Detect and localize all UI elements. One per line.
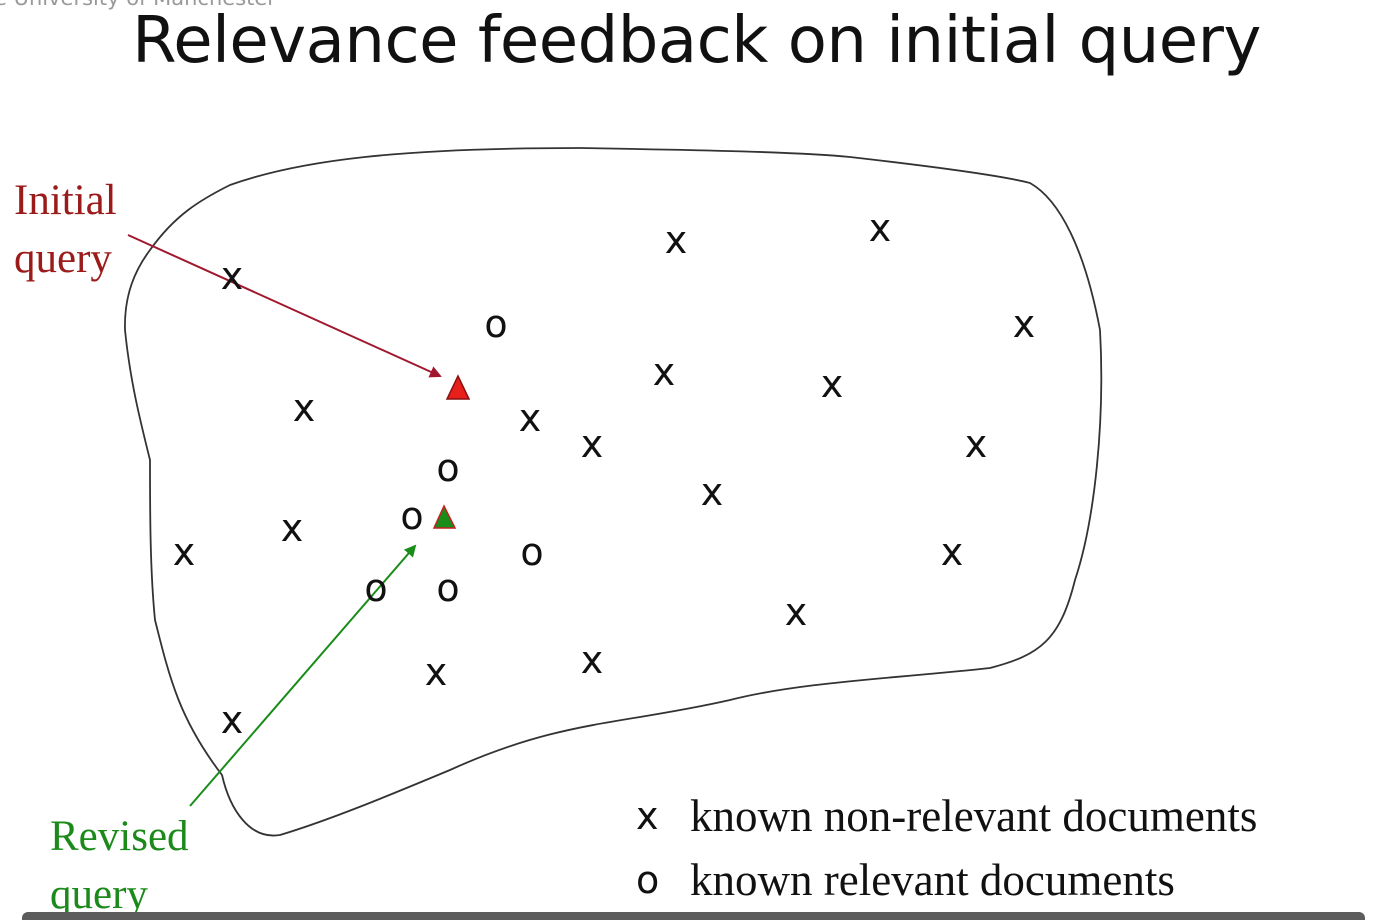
non-relevant-document-marker: x bbox=[519, 396, 542, 440]
non-relevant-document-marker: x bbox=[281, 506, 304, 550]
relevant-document-marker: o bbox=[484, 302, 507, 346]
non-relevant-document-marker: x bbox=[665, 218, 688, 262]
non-relevant-document-marker: x bbox=[293, 386, 316, 430]
non-relevant-document-marker: x bbox=[581, 422, 604, 466]
relevant-document-marker: o bbox=[400, 494, 423, 538]
relevant-document-marker: o bbox=[436, 446, 459, 490]
non-relevant-document-marker: x bbox=[653, 350, 676, 394]
non-relevant-document-marker: x bbox=[425, 650, 448, 694]
legend-relevant-text: known relevant documents bbox=[690, 855, 1175, 905]
legend-non-relevant-text: known non-relevant documents bbox=[690, 791, 1258, 841]
video-control-bar[interactable] bbox=[22, 912, 1365, 920]
relevant-document-marker: o bbox=[436, 566, 459, 610]
legend-o-symbol: o bbox=[636, 858, 660, 902]
non-relevant-document-marker: x bbox=[1013, 302, 1036, 346]
non-relevant-document-marker: x bbox=[821, 362, 844, 406]
slide-title: Relevance feedback on initial query bbox=[132, 4, 1261, 78]
revised-query-triangle-icon bbox=[432, 504, 457, 529]
non-relevant-document-marker: x bbox=[941, 530, 964, 574]
legend-row-relevant: o known relevant documents bbox=[636, 848, 1257, 912]
non-relevant-document-marker: x bbox=[701, 470, 724, 514]
legend-row-non-relevant: x known non-relevant documents bbox=[636, 784, 1257, 848]
non-relevant-document-marker: x bbox=[581, 638, 604, 682]
legend: x known non-relevant documents o known r… bbox=[636, 784, 1257, 912]
initial-query-triangle-icon bbox=[445, 374, 471, 400]
non-relevant-document-marker: x bbox=[785, 590, 808, 634]
initial-query-arrow bbox=[127, 234, 442, 378]
relevant-document-marker: o bbox=[364, 566, 387, 610]
document-space-outline bbox=[124, 147, 1103, 837]
revised-query-arrow bbox=[189, 544, 417, 807]
legend-x-symbol: x bbox=[636, 794, 659, 838]
non-relevant-document-marker: x bbox=[221, 698, 244, 742]
institution-header: e University of Manchester bbox=[0, 0, 276, 10]
relevant-document-marker: o bbox=[520, 530, 543, 574]
non-relevant-document-marker: x bbox=[173, 530, 196, 574]
revised-query-label: Revised query bbox=[50, 813, 189, 918]
non-relevant-document-marker: x bbox=[869, 206, 892, 250]
non-relevant-document-marker: x bbox=[221, 254, 244, 298]
initial-query-label: Initial query bbox=[14, 177, 117, 282]
non-relevant-document-marker: x bbox=[965, 422, 988, 466]
